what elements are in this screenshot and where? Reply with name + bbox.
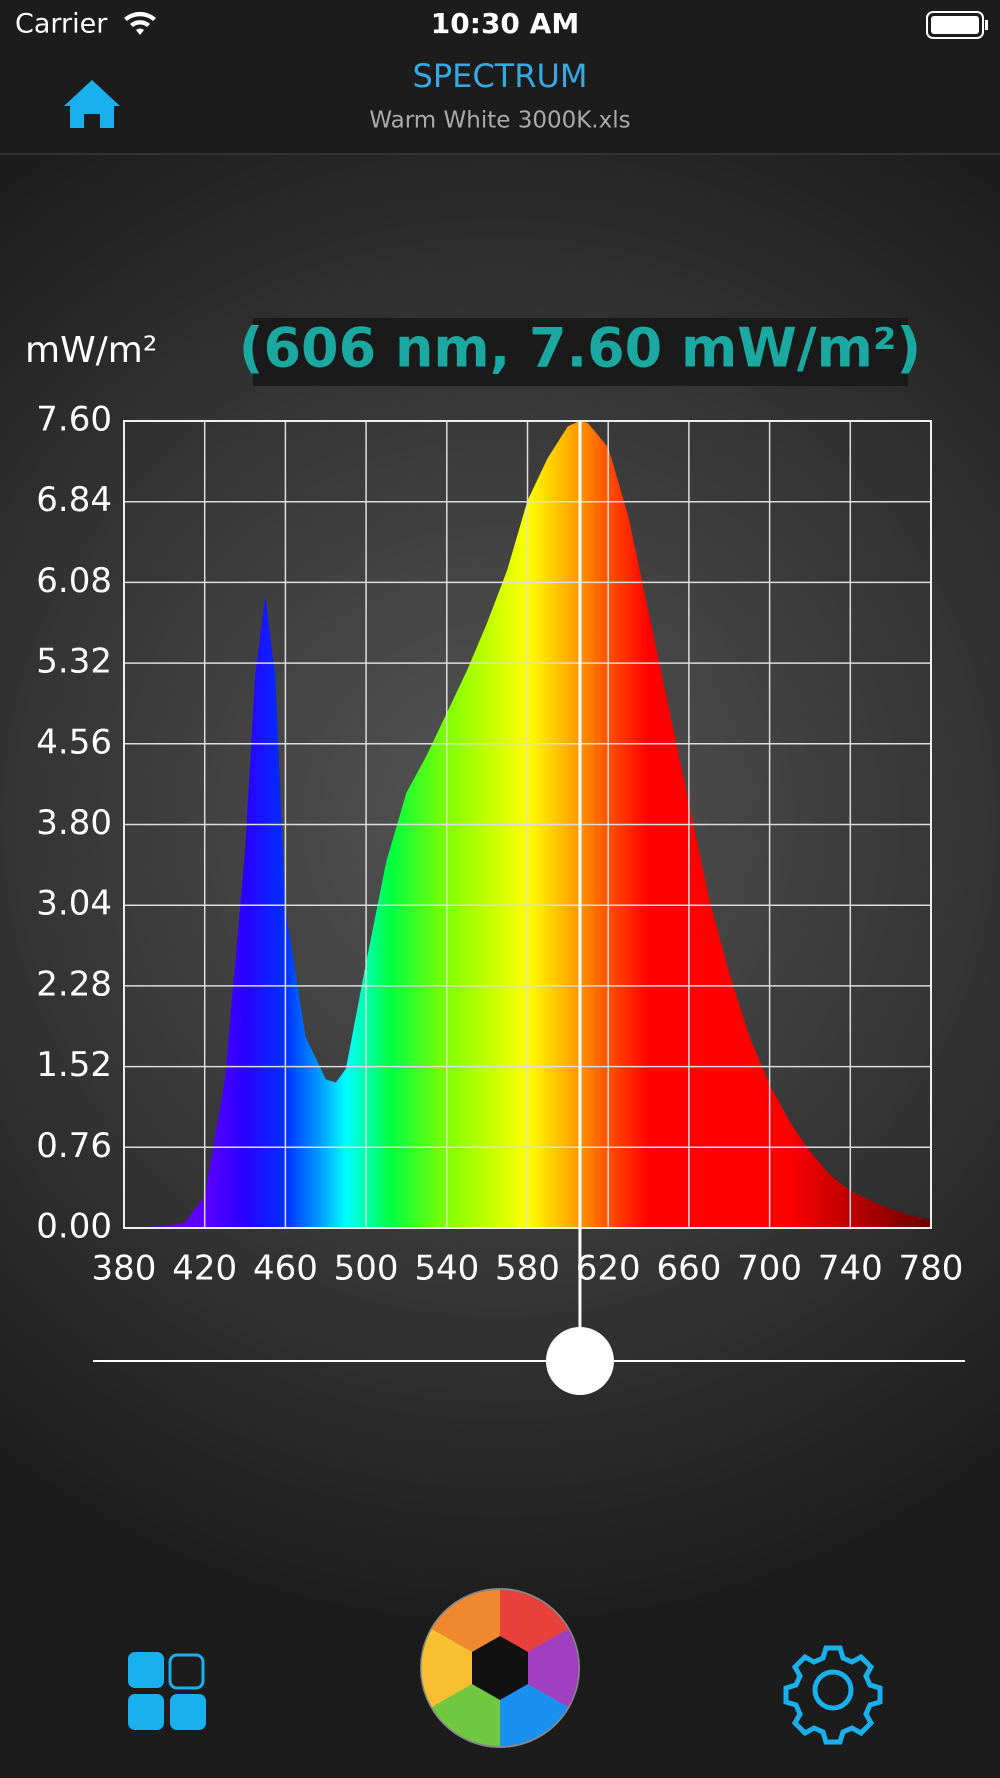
y-tick-label: 6.08 — [36, 561, 112, 601]
y-tick-label: 4.56 — [36, 722, 112, 762]
x-tick-label: 420 — [172, 1249, 237, 1289]
y-tick-label: 7.60 — [36, 400, 112, 440]
y-tick-label: 1.52 — [36, 1045, 112, 1085]
settings-button[interactable] — [783, 1645, 883, 1745]
y-tick-label: 6.84 — [36, 480, 112, 520]
top-bar — [0, 0, 1000, 154]
y-tick-label: 0.76 — [36, 1126, 112, 1166]
x-tick-label: 380 — [92, 1249, 157, 1289]
battery-icon — [926, 11, 988, 39]
y-axis-label: mW/m² — [25, 330, 157, 371]
x-tick-label: 660 — [656, 1249, 721, 1289]
slider-knob[interactable] — [545, 1327, 614, 1395]
y-tick-label: 2.28 — [36, 964, 112, 1004]
y-tick-label: 5.32 — [36, 642, 112, 682]
nav-subtitle: Warm White 3000K.xls — [369, 108, 630, 134]
readout: (606 nm, 7.60 mW/m²) — [239, 317, 921, 380]
capture-button[interactable] — [420, 1588, 580, 1748]
home-button[interactable] — [64, 80, 120, 128]
x-tick-label: 740 — [818, 1249, 883, 1289]
y-tick-label: 0.00 — [36, 1207, 112, 1247]
x-tick-label: 620 — [576, 1249, 641, 1289]
nav-title: SPECTRUM — [413, 57, 588, 95]
wifi-icon — [124, 11, 156, 35]
plot: 0.00 0.76 1.52 2.28 3.04 3.80 4.56 5.32 6.08 6.84… — [36, 400, 963, 1289]
x-tick-label: 460 — [253, 1249, 318, 1289]
y-tick-label: 3.80 — [36, 803, 112, 843]
carrier: Carrier — [15, 9, 108, 40]
plot-border — [123, 420, 932, 1229]
gallery-button[interactable] — [128, 1652, 206, 1730]
x-tick-label: 700 — [737, 1249, 802, 1289]
x-tick-label: 580 — [495, 1249, 560, 1289]
x-tick-label: 500 — [334, 1249, 399, 1289]
x-tick-label: 540 — [414, 1249, 479, 1289]
x-tick-label: 780 — [899, 1249, 964, 1289]
y-tick-label: 3.04 — [36, 884, 112, 924]
clock: 10:30 AM — [431, 7, 579, 40]
readout-box — [253, 318, 908, 386]
